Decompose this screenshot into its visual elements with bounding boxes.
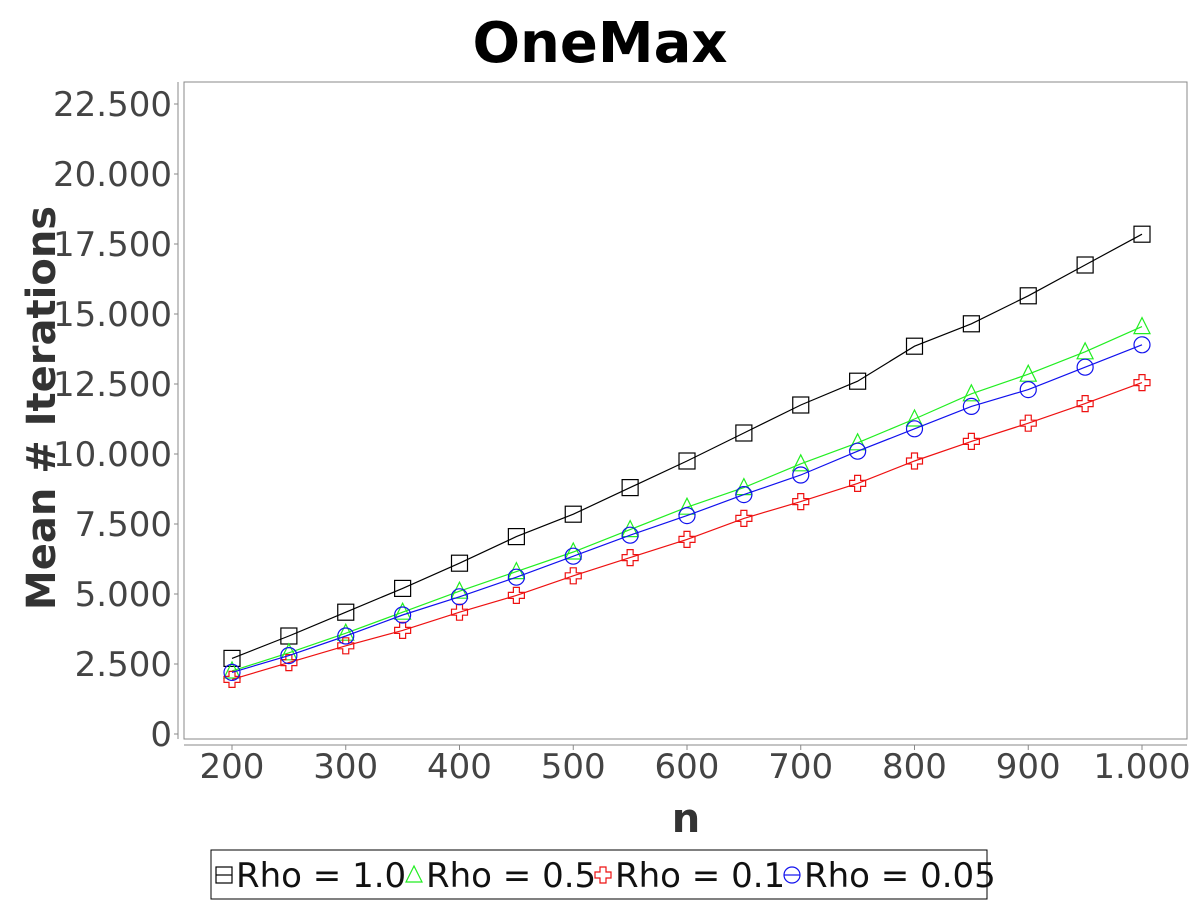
- legend-marker-cross: [594, 866, 612, 884]
- x-tick-label: 300: [313, 747, 378, 787]
- data-point-cross: [621, 549, 639, 567]
- y-tick-label: 12.500: [53, 365, 172, 405]
- data-point-triangle: [905, 408, 924, 427]
- y-tick-label: 5.000: [75, 575, 172, 615]
- data-point-triangle: [336, 622, 355, 641]
- data-point-square: [337, 603, 355, 621]
- data-point-square: [621, 479, 639, 497]
- legend: Rho = 1.0 Rho = 0.5 Rho = 0.1 Rho = 0.05: [210, 849, 996, 900]
- data-point-cross: [735, 509, 753, 527]
- data-point-cross: [507, 586, 525, 604]
- data-point-square: [564, 505, 582, 523]
- data-point-triangle: [279, 642, 298, 661]
- series-line: [231, 344, 1143, 673]
- data-point-triangle: [678, 496, 696, 515]
- data-point-circle: [337, 627, 355, 645]
- data-point-cross: [1019, 414, 1037, 432]
- x-tick-label: 1.000: [1093, 747, 1190, 787]
- data-point-square: [735, 424, 753, 442]
- data-point-circle: [678, 506, 696, 525]
- data-point-cross: [905, 452, 924, 470]
- data-point-square: [849, 372, 867, 390]
- legend-label: Rho = 0.05: [804, 856, 996, 896]
- x-tick-label: 400: [427, 747, 492, 787]
- data-point-cross: [223, 670, 241, 688]
- series-4: [223, 336, 1151, 682]
- y-tick-label: 2.500: [75, 645, 172, 685]
- data-point-square: [223, 649, 241, 668]
- x-tick-label: 900: [996, 747, 1061, 787]
- data-point-triangle: [223, 660, 241, 679]
- data-point-circle: [223, 663, 241, 682]
- data-point-square: [678, 452, 696, 470]
- series-line: [231, 382, 1143, 680]
- data-point-circle: [962, 397, 980, 415]
- y-tick-label: 10.000: [53, 435, 172, 475]
- data-point-cross: [678, 530, 696, 548]
- data-point-triangle: [962, 383, 981, 402]
- x-tick-label: 600: [655, 747, 720, 787]
- data-point-square: [905, 337, 924, 355]
- legend-marker-triangle: [405, 864, 423, 883]
- data-point-cross: [1133, 374, 1151, 392]
- data-point-triangle: [1133, 316, 1151, 335]
- data-point-cross: [450, 603, 469, 621]
- data-point-triangle: [564, 541, 583, 560]
- series-line: [231, 233, 1143, 659]
- data-point-cross: [564, 567, 582, 585]
- data-point-triangle: [393, 601, 412, 620]
- data-point-square: [1133, 225, 1151, 243]
- legend-label: Rho = 0.5: [426, 856, 596, 896]
- legend-box: [210, 849, 988, 900]
- data-point-cross: [849, 474, 867, 492]
- data-point-cross: [962, 432, 980, 450]
- data-point-circle: [1019, 381, 1037, 399]
- y-tick-label: 20.000: [53, 155, 172, 195]
- legend-label: Rho = 1.0: [236, 856, 406, 896]
- y-tick-label: 17.500: [53, 225, 172, 265]
- data-point-cross: [1076, 395, 1094, 413]
- data-point-triangle: [848, 432, 867, 451]
- data-point-circle: [849, 442, 867, 460]
- series-layer: [223, 225, 1151, 688]
- data-point-circle: [450, 588, 469, 606]
- chart-title: OneMax: [472, 11, 727, 76]
- x-tick-label: 700: [768, 747, 833, 787]
- data-point-circle: [905, 420, 924, 438]
- legend-label: Rho = 0.1: [615, 856, 785, 896]
- data-point-square: [1076, 256, 1094, 274]
- y-axis: 0 2.500 5.000 7.500 10.000 12.500 15.000 17.500…: [53, 82, 179, 755]
- y-tick-label: 7.500: [75, 505, 172, 545]
- data-point-square: [450, 554, 469, 572]
- x-tick-label: 200: [200, 747, 265, 787]
- data-point-circle: [621, 526, 639, 544]
- data-point-square: [962, 315, 980, 333]
- data-point-circle: [1133, 336, 1151, 354]
- x-tick-label: 800: [882, 747, 947, 787]
- y-tick-label: 22.500: [53, 85, 172, 125]
- data-point-circle: [394, 606, 412, 624]
- data-point-square: [1019, 287, 1037, 305]
- data-point-circle: [280, 646, 298, 665]
- y-axis-label: Mean # Iterations: [19, 206, 65, 610]
- data-point-circle: [1076, 358, 1094, 376]
- data-point-circle: [507, 568, 525, 586]
- data-point-cross: [792, 493, 810, 511]
- data-point-square: [394, 579, 412, 598]
- y-tick-label: 0: [150, 715, 172, 755]
- data-point-cross: [280, 654, 298, 672]
- y-tick-label: 15.000: [53, 295, 172, 335]
- x-axis-label: n: [672, 796, 700, 842]
- data-point-cross: [394, 621, 412, 639]
- x-tick-label: 500: [541, 747, 606, 787]
- data-point-circle: [564, 547, 582, 565]
- data-point-circle: [735, 486, 753, 504]
- x-axis: 200 300 400 500 600 700 800 900 1.000: [184, 744, 1191, 787]
- data-point-circle: [792, 466, 810, 484]
- data-point-square: [792, 396, 810, 414]
- data-point-triangle: [791, 453, 810, 472]
- data-point-square: [507, 527, 525, 546]
